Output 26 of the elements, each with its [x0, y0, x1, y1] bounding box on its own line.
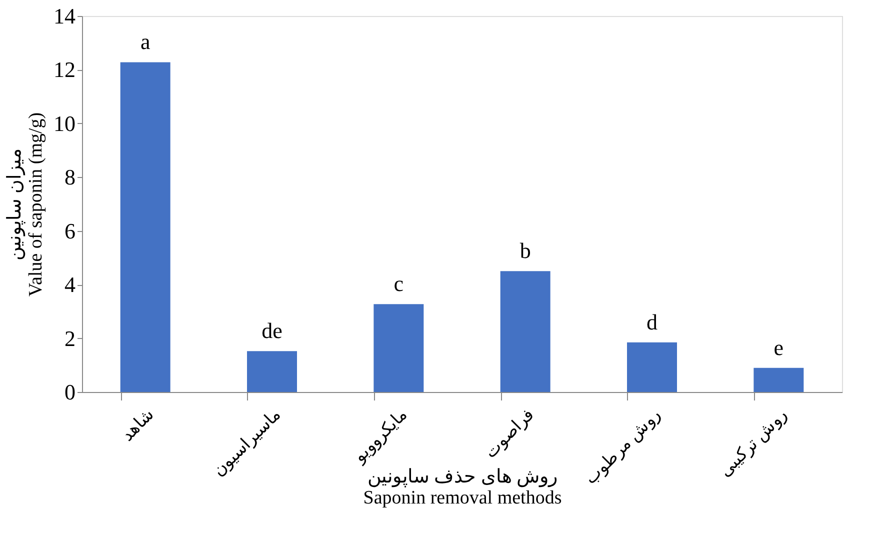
- y-tick-label: 8: [64, 164, 76, 190]
- x-tick-label: مایکروویو: [349, 405, 412, 468]
- annotation: b: [520, 238, 531, 264]
- annotation: c: [394, 271, 404, 296]
- y-tick-label: 2: [64, 326, 76, 351]
- bar: [627, 342, 677, 392]
- bar: [500, 271, 550, 392]
- bar: [374, 304, 424, 392]
- y-tick-label: 12: [54, 57, 76, 82]
- y-tick-label: 14: [54, 4, 76, 28]
- bar: [247, 351, 297, 392]
- x-tick-label: روش مرطوب: [581, 405, 665, 489]
- annotation: a: [140, 29, 150, 54]
- x-tick-label: روش ترکیبی: [716, 405, 792, 481]
- y-tick-label: 4: [64, 272, 76, 298]
- x-tick-label: شاهد: [118, 405, 158, 445]
- bar: [120, 62, 170, 392]
- x-tick-label: ماسیراسیون: [209, 405, 285, 481]
- bar: [754, 368, 804, 392]
- y-tick-label: 6: [64, 218, 76, 244]
- annotation: e: [774, 334, 784, 360]
- x-tick-label: فراصوت: [480, 405, 538, 462]
- y-tick-label: 10: [54, 110, 76, 136]
- y-tick-label: 0: [64, 380, 76, 404]
- annotation: d: [646, 309, 658, 334]
- annotation: de: [262, 318, 282, 344]
